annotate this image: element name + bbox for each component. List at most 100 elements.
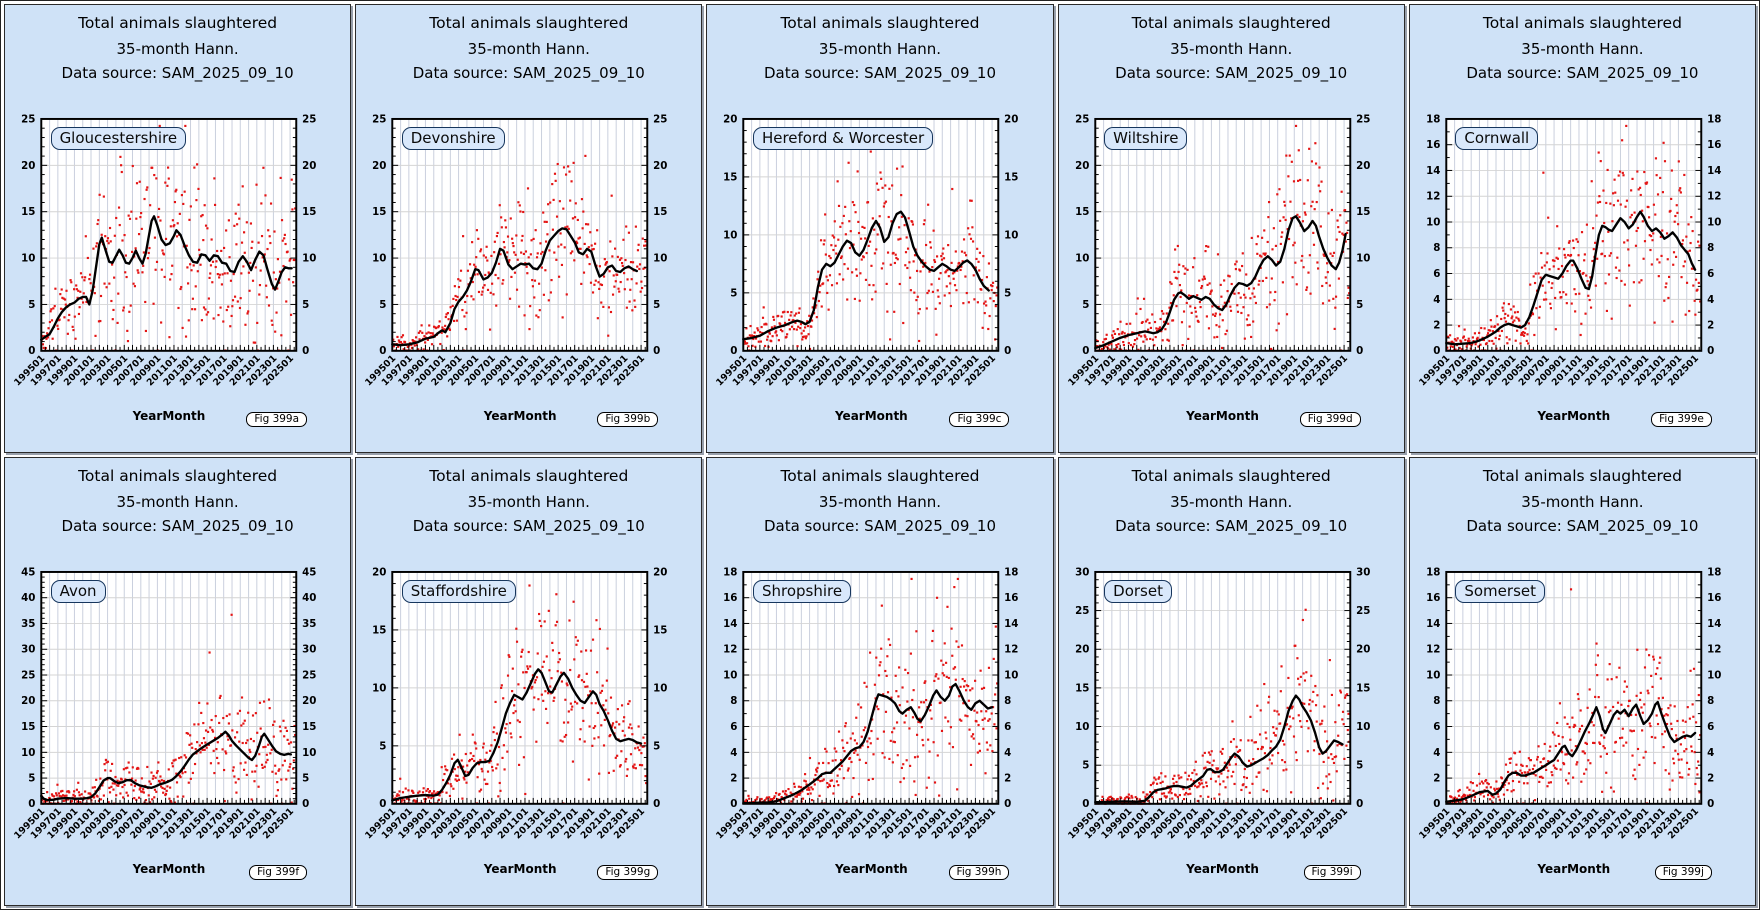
svg-text:14: 14 xyxy=(1426,165,1440,177)
axis-ticks xyxy=(1094,579,1350,804)
chart-plot: 1995011997011999012001012003012005012007… xyxy=(12,113,316,388)
fig-label: Fig 399b xyxy=(597,412,659,427)
x-axis-title: YearMonth xyxy=(834,409,908,423)
svg-text:15: 15 xyxy=(21,206,35,218)
x-axis-title: YearMonth xyxy=(1537,409,1611,423)
svg-text:0: 0 xyxy=(1433,345,1440,357)
svg-text:25: 25 xyxy=(21,669,35,681)
svg-text:8: 8 xyxy=(1707,242,1714,254)
vertical-gridlines xyxy=(1102,118,1345,351)
region-label: Cornwall xyxy=(1455,126,1539,150)
panel-data-source: Data source: SAM_2025_09_10 xyxy=(1115,517,1348,536)
panel-shropshire: Total animals slaughtered 35-month Hann.… xyxy=(706,457,1054,906)
panel-subtitle: 35-month Hann. xyxy=(1170,493,1293,512)
fig-label: Fig 399i xyxy=(1303,865,1361,880)
y-tick-labels: 0 0 5 5 10 10 15 15 20 20 xyxy=(372,566,667,810)
svg-text:35: 35 xyxy=(21,618,35,630)
trend-line xyxy=(391,668,643,802)
x-tick-labels: 1995011997011999012001012003012005012007… xyxy=(12,353,296,388)
svg-text:45: 45 xyxy=(21,566,35,578)
region-label: Dorset xyxy=(1104,579,1172,603)
trend-line xyxy=(1093,215,1347,350)
vertical-gridlines xyxy=(400,118,642,351)
panel-title: Total animals slaughtered xyxy=(780,466,980,485)
panel-data-source: Data source: SAM_2025_09_10 xyxy=(1466,517,1699,536)
svg-text:20: 20 xyxy=(372,566,386,578)
region-label: Gloucestershire xyxy=(50,126,187,150)
axis-ticks xyxy=(1445,584,1702,804)
panel-title: Total animals slaughtered xyxy=(429,466,629,485)
svg-text:0: 0 xyxy=(653,345,660,357)
svg-text:0: 0 xyxy=(731,345,738,357)
svg-text:10: 10 xyxy=(1075,253,1089,265)
panel-title: Total animals slaughtered xyxy=(429,13,629,32)
svg-text:8: 8 xyxy=(731,695,738,707)
svg-text:20: 20 xyxy=(302,695,316,707)
svg-text:10: 10 xyxy=(1426,216,1440,228)
panel-subtitle: 35-month Hann. xyxy=(467,493,590,512)
svg-text:4: 4 xyxy=(731,747,738,759)
svg-text:20: 20 xyxy=(21,160,35,172)
svg-text:25: 25 xyxy=(372,113,386,125)
trend-line xyxy=(1444,700,1697,804)
trend-line xyxy=(40,730,293,802)
panel-data-source: Data source: SAM_2025_09_10 xyxy=(61,517,294,536)
trend-line xyxy=(742,682,994,805)
x-tick-labels: 1995011997011999012001012003012005012007… xyxy=(714,353,998,388)
region-label: Staffordshire xyxy=(401,579,516,603)
y-tick-labels: 0 0 5 5 10 10 15 15 20 20 xyxy=(723,113,1018,357)
svg-text:0: 0 xyxy=(1005,798,1012,810)
fig-label: Fig 399f xyxy=(249,865,308,880)
region-label: Hereford & Worcester xyxy=(752,126,934,150)
svg-text:10: 10 xyxy=(21,253,35,265)
svg-text:15: 15 xyxy=(723,171,737,183)
axis-ticks xyxy=(1445,131,1702,351)
svg-text:5: 5 xyxy=(28,773,35,785)
svg-text:0: 0 xyxy=(302,345,309,357)
svg-text:16: 16 xyxy=(723,592,737,604)
panel-subtitle: 35-month Hann. xyxy=(818,493,942,512)
svg-text:5: 5 xyxy=(731,287,738,299)
panel-subtitle: 35-month Hann. xyxy=(818,40,942,59)
panel-data-source: Data source: SAM_2025_09_10 xyxy=(763,517,997,536)
panel-subtitle: 35-month Hann. xyxy=(1521,493,1644,512)
panel-data-source: Data source: SAM_2025_09_10 xyxy=(1115,64,1348,83)
panel-title: Total animals slaughtered xyxy=(78,13,278,32)
svg-text:0: 0 xyxy=(379,798,386,810)
svg-text:10: 10 xyxy=(1005,669,1019,681)
svg-text:0: 0 xyxy=(1356,345,1363,357)
svg-text:10: 10 xyxy=(1005,229,1019,241)
plot-background xyxy=(41,118,297,351)
svg-text:5: 5 xyxy=(1005,287,1012,299)
charts-grid: Total animals slaughtered 35-month Hann.… xyxy=(4,4,1756,906)
svg-text:2: 2 xyxy=(1433,320,1440,332)
svg-text:5: 5 xyxy=(653,299,660,311)
panel-title: Total animals slaughtered xyxy=(780,13,980,32)
panel-title: Total animals slaughtered xyxy=(1131,466,1331,485)
svg-text:10: 10 xyxy=(1356,253,1370,265)
svg-text:25: 25 xyxy=(653,113,667,125)
svg-text:14: 14 xyxy=(723,618,737,630)
chart-plot: 1995011997011999012001012003012005012007… xyxy=(363,113,667,388)
chart-plot: 1995011997011999012001012003012005012007… xyxy=(1417,566,1721,841)
panel-data-source: Data source: SAM_2025_09_10 xyxy=(1466,64,1699,83)
x-tick-labels: 1995011997011999012001012003012005012007… xyxy=(1066,353,1350,388)
plot-frame xyxy=(391,117,649,352)
panel-data-source: Data source: SAM_2025_09_10 xyxy=(412,64,645,83)
x-axis-title: YearMonth xyxy=(483,862,557,876)
plot-background xyxy=(743,571,999,804)
panel-data-source: Data source: SAM_2025_09_10 xyxy=(763,64,997,83)
svg-text:20: 20 xyxy=(302,160,316,172)
svg-text:25: 25 xyxy=(302,669,316,681)
svg-text:18: 18 xyxy=(1426,113,1440,125)
horizontal-gridlines xyxy=(1094,610,1350,766)
trend-line xyxy=(1093,694,1344,804)
region-label: Somerset xyxy=(1455,579,1545,603)
x-axis-title: YearMonth xyxy=(1186,409,1259,423)
region-label: Wiltshire xyxy=(1104,126,1188,150)
plot-frame xyxy=(1093,117,1351,352)
chart-plot: 1995011997011999012001012003012005012007… xyxy=(714,566,1019,841)
svg-text:20: 20 xyxy=(653,160,667,172)
panel-avon: Total animals slaughtered 35-month Hann.… xyxy=(4,457,352,906)
